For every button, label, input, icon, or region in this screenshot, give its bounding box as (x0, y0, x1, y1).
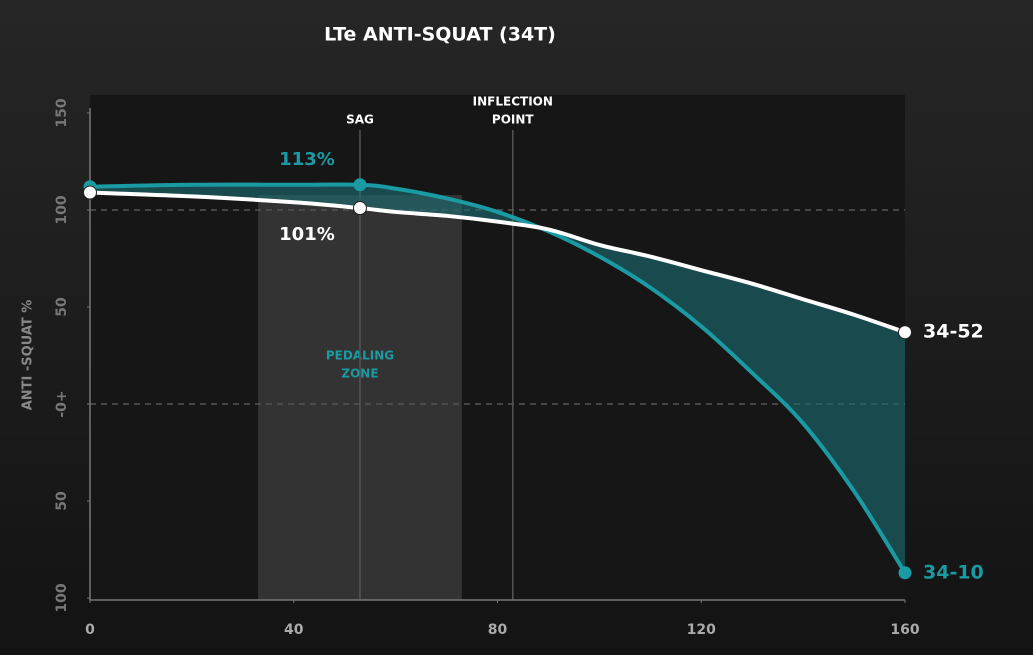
y-tick-label: 150 (54, 98, 70, 127)
point (898, 566, 912, 580)
y-tick-label: 50 (54, 491, 70, 511)
y-tick-label: -0+ (54, 390, 70, 417)
point (898, 325, 912, 340)
x-tick-label: 120 (687, 622, 716, 638)
chart-title: LTe ANTI-SQUAT (34T) (324, 24, 556, 46)
x-tick-label: 0 (85, 622, 95, 638)
vertical-label: POINT (492, 113, 535, 127)
vertical-label: INFLECTION (473, 95, 553, 109)
y-tick-label: 50 (54, 297, 70, 317)
x-tick-label: 160 (890, 622, 919, 638)
x-tick-label: 40 (284, 622, 304, 638)
y-tick-label: 100 (54, 195, 70, 224)
series-label: 34-10 (923, 561, 984, 583)
y-axis-label: ANTI -SQUAT % (21, 300, 36, 411)
series-label: 34-52 (923, 321, 984, 343)
line (89, 190, 906, 335)
y-tick-label: 100 (54, 583, 70, 612)
x-tick-label: 80 (488, 622, 508, 638)
point (83, 185, 97, 200)
value-label: 113% (279, 149, 335, 170)
gap-area (90, 184, 905, 573)
value-label: 101% (279, 224, 335, 245)
vertical-label: SAG (346, 113, 374, 127)
point (353, 178, 367, 192)
point (352, 201, 367, 216)
